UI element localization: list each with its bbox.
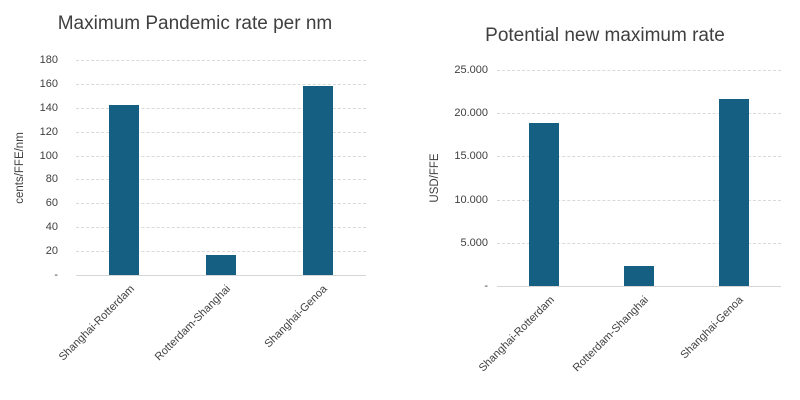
x-category-label: Rotterdam-Shanghai bbox=[571, 294, 652, 375]
gridline bbox=[497, 156, 781, 158]
gridline bbox=[76, 131, 366, 133]
x-category-label: Shanghai-Genoa bbox=[262, 283, 331, 351]
chart-title: Maximum Pandemic rate per nm bbox=[57, 13, 333, 34]
y-tick-label: 120 bbox=[39, 125, 58, 138]
y-tick-label: 80 bbox=[45, 173, 58, 186]
plot-area bbox=[76, 60, 366, 276]
gridline bbox=[76, 107, 366, 109]
gridline bbox=[497, 242, 781, 244]
gridline bbox=[497, 199, 781, 201]
bar bbox=[302, 86, 333, 275]
y-tick-label: 20 bbox=[45, 245, 58, 258]
gridline bbox=[497, 70, 781, 71]
chart-title: Potential new maximum rate bbox=[485, 25, 725, 46]
gridline bbox=[76, 83, 366, 85]
x-category-label: Shanghai-Rotterdam bbox=[476, 294, 557, 375]
chart-potential-new-maximum-rate: Potential new maximum rate USD/FFE 25.00… bbox=[410, 0, 800, 400]
y-tick-label: 5.000 bbox=[460, 236, 488, 249]
bar bbox=[529, 123, 560, 286]
x-category-label: Shanghai-Genoa bbox=[678, 294, 747, 362]
bar bbox=[624, 266, 654, 286]
bar bbox=[206, 255, 236, 275]
gridline bbox=[76, 227, 366, 229]
plot-area bbox=[497, 70, 781, 287]
x-category-label: Shanghai-Rotterdam bbox=[56, 283, 137, 364]
y-tick-label: 180 bbox=[39, 54, 58, 66]
gridline bbox=[76, 155, 366, 157]
y-tick-label: 25.000 bbox=[454, 64, 488, 76]
y-tick-label: 10.000 bbox=[454, 193, 488, 206]
y-tick-label: 100 bbox=[39, 149, 58, 162]
gridline bbox=[76, 203, 366, 205]
chart-maximum-pandemic-rate: Maximum Pandemic rate per nm cents/FFE/n… bbox=[0, 0, 390, 400]
zero-baseline bbox=[76, 275, 366, 276]
y-tick-label: 40 bbox=[45, 221, 58, 234]
y-tick-label: - bbox=[54, 269, 58, 281]
y-tick-label: - bbox=[484, 280, 488, 292]
gridline bbox=[76, 179, 366, 181]
gridline bbox=[76, 251, 366, 253]
bar bbox=[109, 105, 140, 275]
zero-baseline bbox=[497, 286, 781, 287]
x-category-label: Rotterdam-Shanghai bbox=[153, 283, 234, 364]
gridline bbox=[76, 60, 366, 61]
y-tick-label: 140 bbox=[39, 101, 58, 114]
y-tick-label: 15.000 bbox=[454, 150, 488, 163]
bar bbox=[718, 99, 749, 286]
gridline bbox=[497, 113, 781, 115]
y-axis-label: cents/FFE/nm bbox=[14, 131, 26, 204]
y-tick-label: 60 bbox=[45, 197, 58, 210]
y-tick-label: 20.000 bbox=[454, 107, 488, 120]
y-tick-label: 160 bbox=[39, 77, 58, 90]
